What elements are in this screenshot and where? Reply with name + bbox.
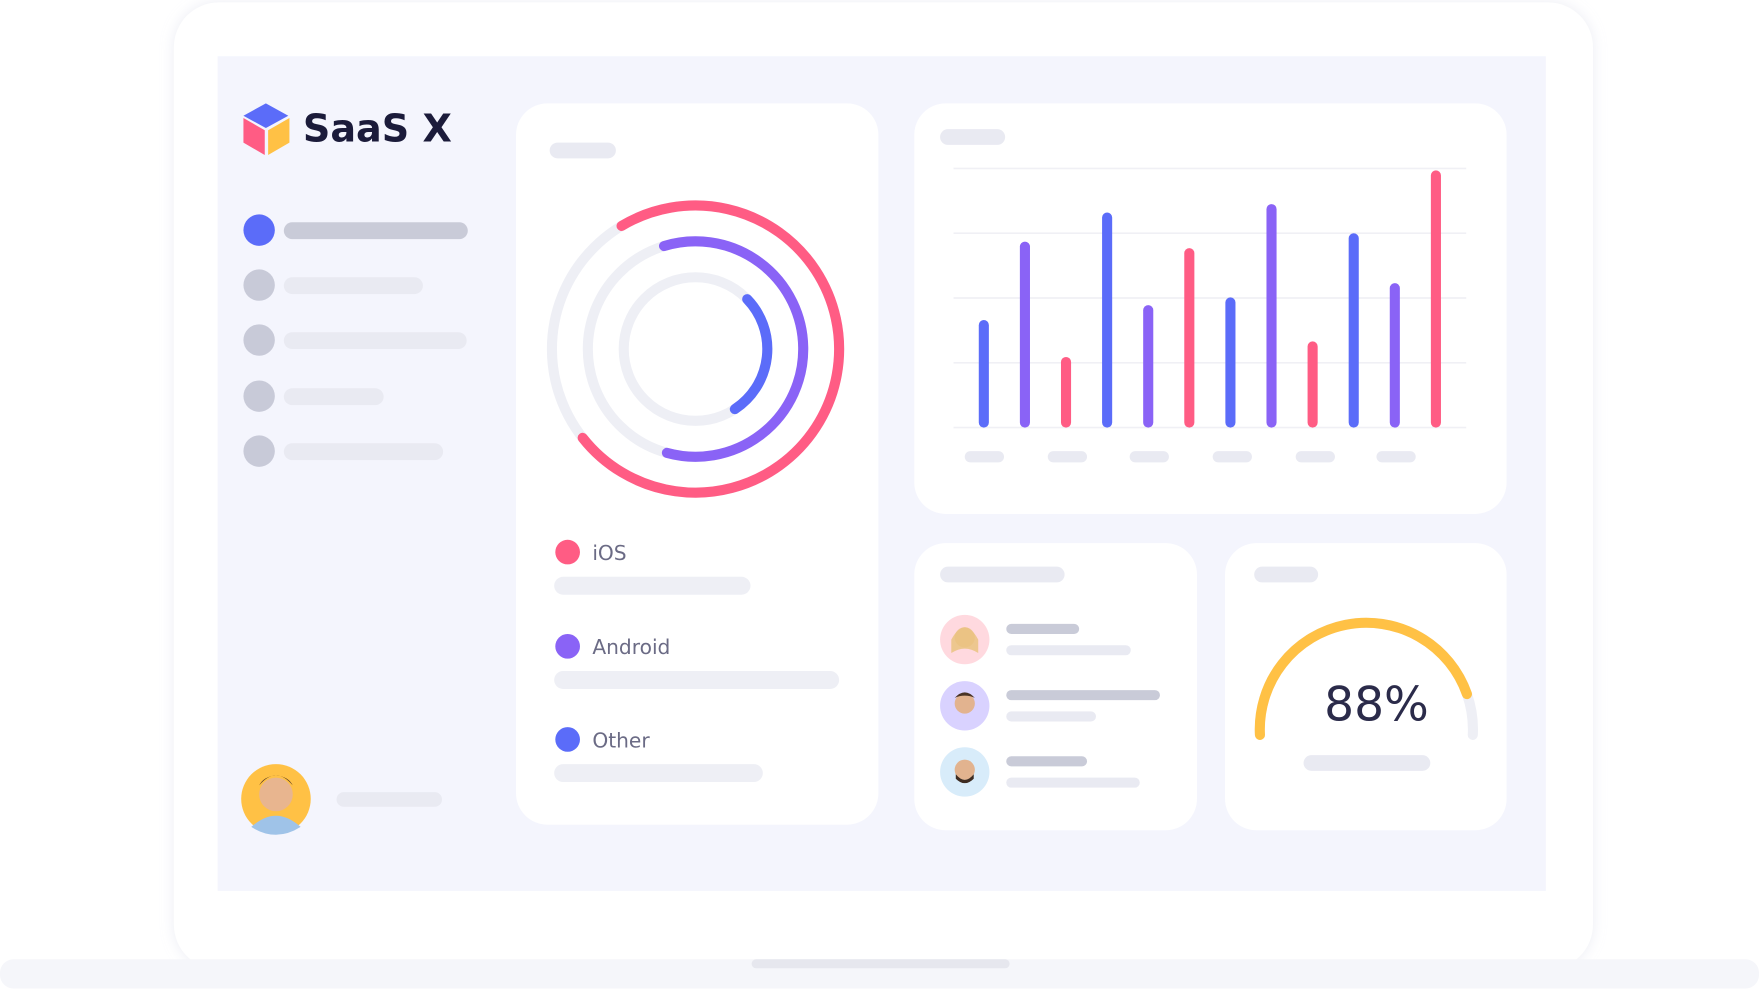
legend-placeholder bbox=[554, 671, 840, 689]
ring-arc bbox=[658, 236, 809, 462]
nav-item[interactable] bbox=[283, 332, 467, 350]
nav-icon[interactable] bbox=[243, 435, 275, 467]
legend-label: Other bbox=[592, 728, 650, 752]
bar bbox=[1266, 204, 1277, 428]
nav-item[interactable] bbox=[283, 277, 423, 295]
gauge-value: 88% bbox=[1324, 677, 1429, 732]
nav-icon[interactable] bbox=[243, 214, 275, 246]
legend-placeholder bbox=[554, 764, 763, 783]
bar bbox=[1060, 356, 1072, 428]
people-list bbox=[940, 614, 1160, 797]
card-title bbox=[1254, 566, 1319, 583]
nav-icon[interactable] bbox=[243, 269, 275, 301]
legend: iOS Android Other bbox=[554, 539, 840, 783]
bar bbox=[1348, 233, 1359, 428]
ring-arc bbox=[577, 200, 845, 498]
nav-item[interactable] bbox=[283, 388, 384, 406]
card-title bbox=[549, 142, 616, 159]
bar bbox=[1143, 305, 1154, 428]
user-profile[interactable] bbox=[241, 764, 442, 835]
bar bbox=[1102, 212, 1113, 428]
nav-item[interactable] bbox=[283, 222, 468, 240]
bar-chart-card bbox=[914, 103, 1507, 514]
card-title bbox=[940, 566, 1065, 583]
bar-chart bbox=[953, 167, 1467, 429]
ring-arc bbox=[729, 294, 773, 415]
device-card bbox=[516, 103, 879, 825]
app-name: SaaS X bbox=[303, 107, 452, 151]
gauge bbox=[1254, 617, 1478, 740]
legend-dot bbox=[555, 633, 580, 659]
bar bbox=[1019, 241, 1030, 428]
laptop-base bbox=[0, 959, 1759, 989]
gauge-fill bbox=[1254, 617, 1472, 740]
nav-item[interactable] bbox=[283, 443, 444, 461]
bar bbox=[1430, 170, 1441, 428]
nav-icon[interactable] bbox=[243, 380, 275, 412]
card-title bbox=[940, 129, 1006, 145]
legend-label: iOS bbox=[592, 541, 626, 565]
bar bbox=[1307, 341, 1318, 428]
nav-icon[interactable] bbox=[243, 324, 275, 356]
bar bbox=[1389, 283, 1400, 428]
legend-dot bbox=[555, 539, 580, 565]
legend-label: Android bbox=[592, 635, 670, 659]
bar bbox=[978, 320, 989, 428]
gauge-caption bbox=[1303, 755, 1431, 771]
ring-chart bbox=[577, 200, 845, 498]
laptop-notch bbox=[751, 959, 1010, 969]
bar bbox=[1225, 297, 1236, 428]
bar bbox=[1184, 248, 1195, 428]
sidebar-nav bbox=[243, 214, 468, 467]
legend-placeholder bbox=[554, 576, 751, 595]
gauge-card bbox=[1225, 543, 1507, 831]
legend-dot bbox=[555, 727, 580, 752]
x-axis-placeholders bbox=[964, 451, 1416, 463]
